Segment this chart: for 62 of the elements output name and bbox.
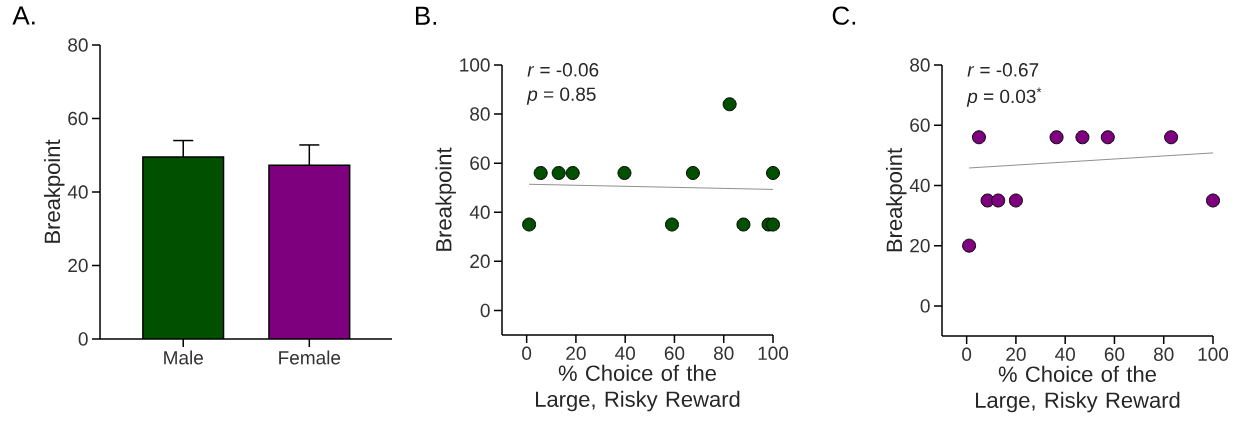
- x-tick-label: 20: [1006, 347, 1026, 361]
- x-axis-title: % Choice of the Large, Risky Reward: [975, 365, 1180, 413]
- point: [533, 165, 548, 180]
- point: [1100, 130, 1115, 145]
- point: [685, 165, 700, 180]
- point: [551, 165, 566, 180]
- x-tick-label: 60: [1104, 347, 1125, 361]
- x-tick-label: Female: [279, 350, 341, 365]
- point: [722, 97, 737, 112]
- x-axis-title: % Choice of the Large, Risky Reward: [536, 364, 740, 412]
- chart-title: B.: [415, 6, 437, 25]
- x-tick-label: 100: [758, 346, 789, 360]
- point: [962, 238, 977, 253]
- point: [991, 193, 1006, 208]
- y-tick-label: 60: [910, 118, 930, 132]
- point: [736, 217, 751, 232]
- x-tick-label: 40: [615, 346, 635, 360]
- point: [1008, 193, 1023, 208]
- x-tick-label: Male: [164, 350, 203, 365]
- y-axis-title: Breakpoint: [885, 148, 907, 252]
- y-tick-label: 20: [910, 238, 930, 253]
- y-tick-label: 20: [470, 254, 490, 269]
- point: [565, 165, 580, 180]
- annotation: r = -0.06: [527, 63, 599, 77]
- chart-title: C.: [832, 6, 856, 25]
- point: [665, 217, 679, 232]
- y-tick-label: 80: [68, 38, 88, 52]
- y-tick-label: 80: [910, 58, 930, 72]
- point: [766, 217, 780, 232]
- y-axis-title: Breakpoint: [435, 147, 456, 251]
- x-tick-label: 0: [962, 347, 972, 361]
- point: [617, 165, 632, 180]
- x-tick-label: 100: [1198, 347, 1229, 361]
- point: [1049, 130, 1064, 145]
- y-tick-label: 60: [470, 156, 490, 170]
- point: [766, 165, 780, 180]
- x-tick-label: 80: [714, 346, 734, 360]
- y-axis-title: Breakpoint: [43, 139, 65, 243]
- y-tick-label: 100: [460, 58, 490, 72]
- point: [1164, 130, 1179, 145]
- y-tick-label: 0: [920, 299, 930, 313]
- annotation: p = 0.03$^{*}$: [966, 87, 1042, 107]
- point: [971, 130, 986, 145]
- y-tick-label: 0: [480, 303, 490, 318]
- x-tick-label: 80: [1153, 347, 1174, 361]
- y-tick-label: 60: [68, 111, 88, 126]
- chart-title: A.: [12, 6, 35, 25]
- x-tick-label: 0: [522, 346, 532, 360]
- y-tick-label: 40: [67, 185, 88, 199]
- point: [522, 217, 537, 232]
- annotation: p = 0.85: [526, 87, 596, 105]
- y-tick-label: 40: [909, 178, 930, 193]
- y-tick-label: 0: [78, 332, 88, 346]
- point: [1075, 130, 1090, 145]
- x-tick-label: 40: [1055, 347, 1075, 361]
- y-tick-label: 80: [470, 107, 490, 121]
- y-tick-label: 20: [68, 258, 88, 273]
- x-tick-label: 60: [664, 346, 685, 360]
- annotation: r = -0.67: [967, 63, 1039, 77]
- x-tick-label: 20: [566, 346, 586, 360]
- y-tick-label: 40: [469, 205, 490, 219]
- point: [1206, 193, 1220, 208]
